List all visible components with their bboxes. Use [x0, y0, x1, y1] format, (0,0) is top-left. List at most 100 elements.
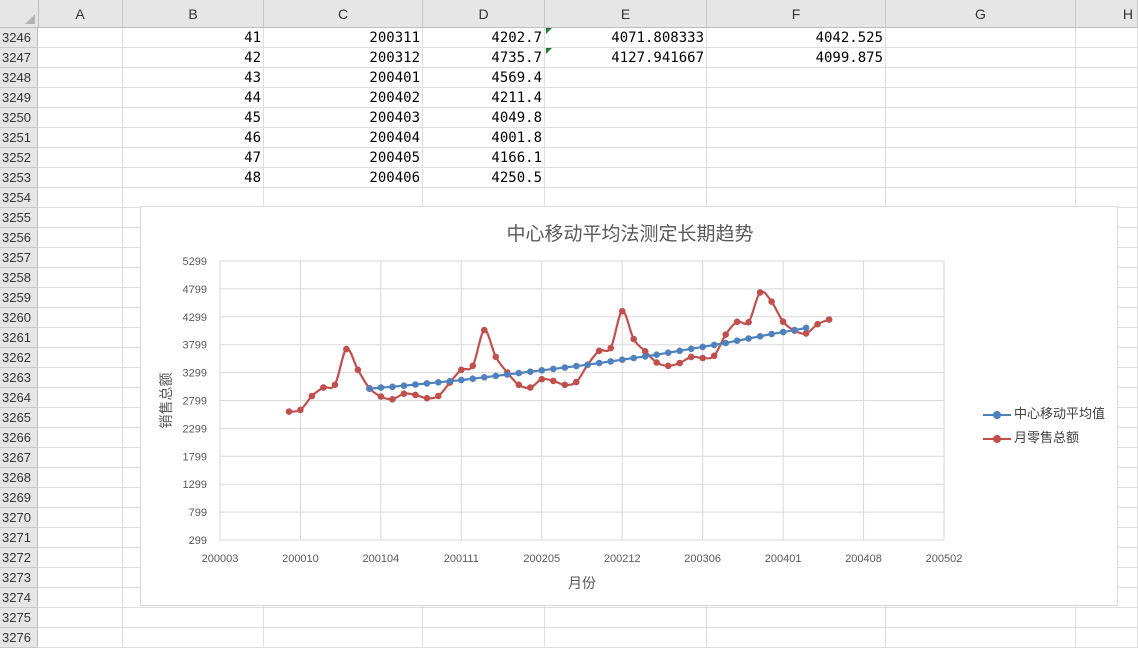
cell-a[interactable] — [38, 588, 123, 608]
cell-a[interactable] — [38, 88, 123, 108]
cell-d[interactable]: 4202.7 — [423, 28, 545, 48]
cell-f[interactable] — [707, 168, 886, 188]
cell-b[interactable]: 42 — [123, 48, 264, 68]
cell-d[interactable] — [423, 628, 545, 648]
cell-d[interactable]: 4250.5 — [423, 168, 545, 188]
cell-a[interactable] — [38, 508, 123, 528]
column-header-d[interactable]: D — [423, 0, 545, 27]
row-header[interactable]: 3256 — [0, 228, 38, 248]
row-header[interactable]: 3254 — [0, 188, 38, 208]
cell-h[interactable] — [1076, 188, 1138, 208]
row-header[interactable]: 3272 — [0, 548, 38, 568]
cell-g[interactable] — [886, 608, 1076, 628]
cell-e[interactable] — [545, 608, 707, 628]
cell-a[interactable] — [38, 548, 123, 568]
cell-c[interactable]: 200311 — [264, 28, 423, 48]
cell-h[interactable] — [1076, 608, 1138, 628]
cell-a[interactable] — [38, 128, 123, 148]
cell-d[interactable] — [423, 608, 545, 628]
cell-a[interactable] — [38, 188, 123, 208]
row-header[interactable]: 3247 — [0, 48, 38, 68]
cell-c[interactable] — [264, 188, 423, 208]
row-header[interactable]: 3271 — [0, 528, 38, 548]
cell-a[interactable] — [38, 108, 123, 128]
cell-a[interactable] — [38, 468, 123, 488]
row-header[interactable]: 3276 — [0, 628, 38, 648]
cell-f[interactable] — [707, 148, 886, 168]
cell-c[interactable]: 200405 — [264, 148, 423, 168]
cell-d[interactable]: 4735.7 — [423, 48, 545, 68]
cell-f[interactable] — [707, 628, 886, 648]
cell-c[interactable]: 200402 — [264, 88, 423, 108]
row-header[interactable]: 3275 — [0, 608, 38, 628]
row-header[interactable]: 3265 — [0, 408, 38, 428]
cell-f[interactable] — [707, 128, 886, 148]
cell-f[interactable] — [707, 68, 886, 88]
cell-c[interactable]: 200401 — [264, 68, 423, 88]
cell-b[interactable]: 47 — [123, 148, 264, 168]
row-header[interactable]: 3274 — [0, 588, 38, 608]
select-all-button[interactable] — [0, 0, 39, 27]
cell-a[interactable] — [38, 528, 123, 548]
cell-g[interactable] — [886, 128, 1076, 148]
row-header[interactable]: 3249 — [0, 88, 38, 108]
cell-a[interactable] — [38, 568, 123, 588]
cell-h[interactable] — [1076, 108, 1138, 128]
cell-d[interactable]: 4049.8 — [423, 108, 545, 128]
cell-e[interactable] — [545, 128, 707, 148]
cell-a[interactable] — [38, 388, 123, 408]
column-header-f[interactable]: F — [707, 0, 886, 27]
cell-d[interactable]: 4569.4 — [423, 68, 545, 88]
row-header[interactable]: 3255 — [0, 208, 38, 228]
cell-e[interactable] — [545, 628, 707, 648]
row-header[interactable]: 3260 — [0, 308, 38, 328]
cell-d[interactable]: 4001.8 — [423, 128, 545, 148]
cell-e[interactable] — [545, 168, 707, 188]
cell-f[interactable]: 4099.875 — [707, 48, 886, 68]
row-header[interactable]: 3264 — [0, 388, 38, 408]
cell-a[interactable] — [38, 348, 123, 368]
row-header[interactable]: 3268 — [0, 468, 38, 488]
row-header[interactable]: 3261 — [0, 328, 38, 348]
cell-a[interactable] — [38, 228, 123, 248]
cell-e[interactable] — [545, 188, 707, 208]
cell-g[interactable] — [886, 188, 1076, 208]
column-header-g[interactable]: G — [886, 0, 1076, 27]
cell-c[interactable]: 200312 — [264, 48, 423, 68]
cell-b[interactable]: 43 — [123, 68, 264, 88]
cell-a[interactable] — [38, 168, 123, 188]
row-header[interactable]: 3266 — [0, 428, 38, 448]
cell-g[interactable] — [886, 68, 1076, 88]
cell-e[interactable] — [545, 68, 707, 88]
cell-e[interactable] — [545, 108, 707, 128]
row-header[interactable]: 3253 — [0, 168, 38, 188]
cell-b[interactable]: 48 — [123, 168, 264, 188]
cell-g[interactable] — [886, 88, 1076, 108]
row-header[interactable]: 3250 — [0, 108, 38, 128]
cell-h[interactable] — [1076, 88, 1138, 108]
cell-a[interactable] — [38, 488, 123, 508]
cell-e[interactable]: 4071.808333 — [545, 28, 707, 48]
row-header[interactable]: 3270 — [0, 508, 38, 528]
cell-a[interactable] — [38, 608, 123, 628]
cell-c[interactable] — [264, 608, 423, 628]
cell-b[interactable] — [123, 608, 264, 628]
cell-f[interactable] — [707, 88, 886, 108]
cell-a[interactable] — [38, 448, 123, 468]
row-header[interactable]: 3248 — [0, 68, 38, 88]
row-header[interactable]: 3259 — [0, 288, 38, 308]
cell-a[interactable] — [38, 628, 123, 648]
cell-f[interactable]: 4042.525 — [707, 28, 886, 48]
row-header[interactable]: 3258 — [0, 268, 38, 288]
cell-e[interactable] — [545, 88, 707, 108]
row-header[interactable]: 3252 — [0, 148, 38, 168]
cell-a[interactable] — [38, 368, 123, 388]
cell-a[interactable] — [38, 428, 123, 448]
row-header[interactable]: 3273 — [0, 568, 38, 588]
cell-a[interactable] — [38, 68, 123, 88]
cell-h[interactable] — [1076, 628, 1138, 648]
cell-d[interactable] — [423, 188, 545, 208]
cell-b[interactable]: 46 — [123, 128, 264, 148]
cell-f[interactable] — [707, 608, 886, 628]
column-header-b[interactable]: B — [123, 0, 264, 27]
